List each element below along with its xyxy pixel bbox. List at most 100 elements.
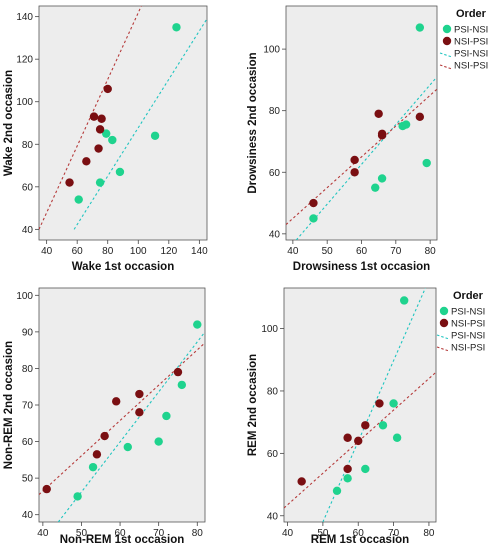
chart-panel-4: 40 50 60 70 80 40 60 80 100 REM 1st occasion REM 2… xyxy=(247,287,485,546)
data-point-nsi-psi xyxy=(94,144,103,153)
chart-panel-2: 40 50 60 70 80 40 60 80 100 Drowsiness 1st occasi… xyxy=(247,5,488,273)
legend-label: PSI-NSI xyxy=(454,49,488,60)
data-point-nsi-psi xyxy=(65,178,74,187)
y-tick-label: 80 xyxy=(267,386,279,397)
x-tick-label: 40 xyxy=(41,246,53,257)
data-point-nsi-psi xyxy=(350,155,359,165)
data-point-psi-nsi xyxy=(95,178,105,187)
legend-label: PSI-NSI xyxy=(454,25,488,36)
data-point-psi-nsi xyxy=(193,320,202,329)
x-axis-title: Wake 1st occasion xyxy=(72,261,174,273)
plot-area xyxy=(283,287,437,523)
data-point-nsi-psi xyxy=(135,408,144,417)
y-tick-label: 40 xyxy=(22,225,34,236)
data-point-nsi-psi xyxy=(350,168,359,177)
legend-label: PSI-NSI xyxy=(451,331,485,342)
x-tick-label: 50 xyxy=(322,246,334,257)
y-tick-label: 40 xyxy=(269,229,281,240)
y-axis-title: Drowsiness 2nd occasion xyxy=(247,52,259,193)
data-point-psi-nsi xyxy=(162,411,171,421)
legend-label: NSI-PSI xyxy=(454,37,488,48)
legend-marker-psi-nsi xyxy=(439,306,449,316)
y-axis-title: Non-REM 2nd occasion xyxy=(3,341,15,469)
legend-marker-nsi-psi xyxy=(439,318,449,328)
data-point-nsi-psi xyxy=(89,112,99,121)
y-tick-label: 60 xyxy=(22,437,34,448)
data-point-nsi-psi xyxy=(343,433,352,442)
x-tick-label: 40 xyxy=(287,246,299,257)
data-point-psi-nsi xyxy=(343,474,352,483)
y-tick-label: 60 xyxy=(22,182,34,193)
legend-label: NSI-PSI xyxy=(454,61,488,72)
data-point-nsi-psi xyxy=(97,114,106,123)
data-point-nsi-psi xyxy=(92,450,102,459)
data-point-psi-nsi xyxy=(88,462,98,472)
y-tick-label: 70 xyxy=(22,401,34,412)
legend-label: NSI-PSI xyxy=(451,343,485,354)
y-tick-label: 100 xyxy=(16,97,33,108)
legend-line-nsi-psi xyxy=(439,64,453,70)
fit-line-nsi-psi xyxy=(286,88,437,226)
x-axis-title: REM 1st occasion xyxy=(311,534,409,546)
x-tick-label: 60 xyxy=(356,246,368,257)
data-point-nsi-psi xyxy=(103,84,112,94)
data-point-psi-nsi xyxy=(377,174,387,183)
chart-panel-1: 40 60 80 100 120 140 40 60 80 100 120 140 Wake 1st o… xyxy=(3,5,208,273)
data-point-nsi-psi xyxy=(100,431,109,441)
data-point-psi-nsi xyxy=(332,486,342,495)
data-point-nsi-psi xyxy=(361,421,370,430)
data-point-nsi-psi xyxy=(297,477,306,486)
legend-line-nsi-psi xyxy=(436,346,450,352)
x-tick-label: 40 xyxy=(282,528,294,539)
data-point-psi-nsi xyxy=(172,23,181,32)
x-tick-label: 60 xyxy=(353,528,365,539)
y-tick-label: 80 xyxy=(22,364,34,375)
data-point-nsi-psi xyxy=(95,125,105,134)
y-tick-label: 60 xyxy=(267,449,279,460)
x-tick-label: 80 xyxy=(425,246,437,257)
x-axis-title: Non-REM 1st occasion xyxy=(60,534,185,546)
y-tick-label: 90 xyxy=(22,327,34,338)
y-tick-label: 100 xyxy=(261,324,278,335)
x-tick-label: 120 xyxy=(160,246,177,257)
y-tick-label: 100 xyxy=(263,45,280,56)
x-tick-label: 70 xyxy=(153,528,165,539)
y-axis-title: Wake 2nd occasion xyxy=(3,70,15,176)
data-point-psi-nsi xyxy=(361,464,370,474)
x-tick-label: 40 xyxy=(37,528,49,539)
fit-line-psi-nsi xyxy=(57,331,205,522)
y-tick-label: 100 xyxy=(16,291,33,302)
data-point-psi-nsi xyxy=(309,214,318,223)
legend-line-psi-nsi xyxy=(439,52,453,58)
data-point-nsi-psi xyxy=(415,112,425,122)
data-point-nsi-psi xyxy=(354,436,363,446)
legend-title: Order xyxy=(456,8,487,20)
x-tick-label: 50 xyxy=(76,528,88,539)
y-tick-label: 80 xyxy=(269,106,281,117)
data-point-psi-nsi xyxy=(378,421,388,430)
data-point-nsi-psi xyxy=(309,198,318,208)
data-point-psi-nsi xyxy=(422,158,431,168)
data-point-psi-nsi xyxy=(123,442,132,452)
data-point-psi-nsi xyxy=(399,296,409,305)
data-point-nsi-psi xyxy=(377,129,387,138)
y-tick-label: 40 xyxy=(22,510,34,521)
data-point-nsi-psi xyxy=(173,367,183,377)
x-tick-label: 100 xyxy=(130,246,147,257)
fit-line-psi-nsi xyxy=(73,18,207,230)
y-tick-label: 40 xyxy=(267,511,279,522)
y-tick-label: 120 xyxy=(16,55,33,66)
x-tick-label: 70 xyxy=(390,246,402,257)
chart-panel-3: 40 50 60 70 80 40 50 60 70 80 90 100 Non-REM 1st occ… xyxy=(3,287,206,546)
data-point-psi-nsi xyxy=(108,135,117,145)
x-tick-label: 80 xyxy=(102,246,114,257)
y-tick-label: 140 xyxy=(16,12,33,23)
data-point-psi-nsi xyxy=(415,23,425,32)
legend-title: Order xyxy=(453,290,484,302)
data-point-psi-nsi xyxy=(102,129,111,138)
x-tick-label: 60 xyxy=(115,528,127,539)
y-tick-label: 60 xyxy=(269,168,281,179)
